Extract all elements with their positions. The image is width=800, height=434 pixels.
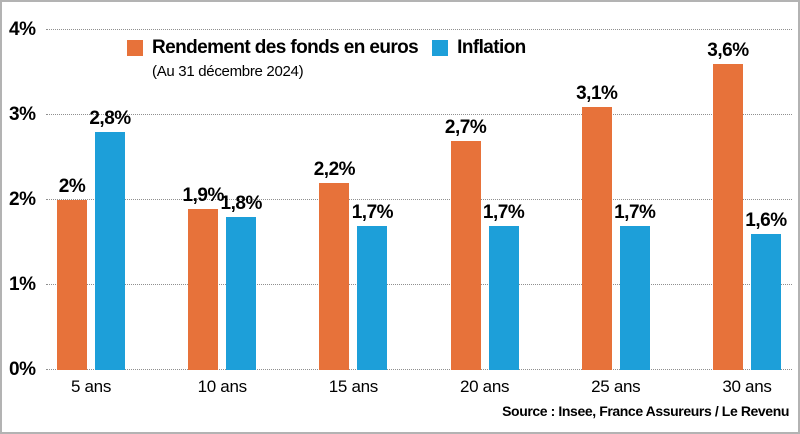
legend-label-rendement: Rendement des fonds en euros: [152, 37, 419, 58]
x-axis-label-5-ans: 5 ans: [70, 377, 112, 396]
bar-value-label: 1,8%: [220, 193, 263, 214]
bar-inflation-15-ans: [357, 225, 388, 370]
barwrap: 1,8%: [221, 193, 262, 370]
y-axis-label-4%: 4%: [9, 19, 36, 40]
bar-group-5-ans: 2% 2,8% 5 ans: [57, 108, 131, 396]
bar-value-label: 3,6%: [707, 40, 749, 61]
y-axis-label-1%: 1%: [9, 274, 36, 295]
bar-rendement-10-ans: [188, 208, 219, 370]
legend-item-rendement: Rendement des fonds en euros (Au 31 déce…: [127, 37, 419, 80]
x-axis-label-20-ans: 20 ans: [459, 377, 510, 396]
bar-group-25-ans: 3,1% 1,7% 25 ans: [576, 83, 656, 397]
inflation-swatch-icon: [432, 40, 449, 56]
x-axis-label-10-ans: 10 ans: [197, 377, 248, 396]
y-axis-label-0%: 0%: [9, 359, 36, 380]
bar-rendement-15-ans: [319, 183, 350, 370]
barwrap: 3,6%: [707, 40, 749, 370]
y-axis-label-3%: 3%: [9, 104, 36, 125]
source-credit: Source : Insee, France Assureurs / Le Re…: [502, 403, 789, 419]
barwrap: 3,1%: [576, 83, 618, 370]
legend-subtitle: (Au 31 décembre 2024): [152, 63, 304, 80]
bar-value-label: 1,9%: [182, 184, 225, 206]
gridline-3%: [46, 114, 792, 115]
bar-inflation-10-ans: [226, 217, 257, 370]
bar-value-label: 1,6%: [745, 210, 787, 231]
bar-rendement-25-ans: [581, 106, 612, 370]
bar-value-label: 1,7%: [482, 201, 525, 223]
gridline-1%: [46, 284, 792, 285]
bars-row: 2% 2,8% 5 ans 1,9% 1,8% 10 ans 2,2% 1,7% 15 ans 2…: [57, 40, 787, 397]
bar-rendement-5-ans: [57, 200, 87, 370]
bar-inflation-30-ans: [750, 234, 781, 370]
legend-item-inflation: Inflation: [432, 37, 526, 59]
barwrap: 1,7%: [483, 202, 525, 370]
barwrap: 2,7%: [445, 117, 487, 370]
bar-value-label: 2%: [58, 176, 86, 197]
bar-value-label: 1,7%: [351, 201, 394, 223]
barwrap: 1,9%: [183, 185, 224, 370]
bar-value-label: 2,8%: [89, 108, 131, 129]
bar-rendement-20-ans: [450, 140, 481, 370]
bar-inflation-20-ans: [488, 225, 519, 370]
rendement-swatch-icon: [127, 40, 143, 56]
barwrap: 2%: [57, 176, 87, 370]
barwrap: 2,2%: [314, 159, 356, 370]
gridline-0%: [46, 369, 792, 370]
bar-group-10-ans: 1,9% 1,8% 10 ans: [183, 185, 263, 397]
bar-inflation-5-ans: [95, 132, 125, 370]
x-axis-label-15-ans: 15 ans: [328, 377, 379, 396]
legend: Rendement des fonds en euros (Au 31 déce…: [127, 37, 526, 80]
x-axis-label-30-ans: 30 ans: [722, 377, 772, 396]
bar-rendement-30-ans: [712, 64, 743, 370]
barwrap: 2,8%: [89, 108, 131, 370]
gridline-2%: [46, 199, 792, 200]
bar-value-label: 2,2%: [313, 159, 356, 180]
bar-group-20-ans: 2,7% 1,7% 20 ans: [445, 117, 525, 397]
barwrap: 1,7%: [614, 202, 656, 370]
bar-value-label: 2,7%: [444, 116, 487, 138]
bar-inflation-25-ans: [619, 225, 650, 370]
bar-value-label: 3,1%: [576, 82, 618, 104]
y-axis-label-2%: 2%: [9, 189, 36, 210]
bar-group-30-ans: 3,6% 1,6% 30 ans: [707, 40, 787, 396]
barwrap: 1,6%: [745, 210, 787, 370]
legend-label-inflation: Inflation: [457, 37, 526, 58]
bar-group-15-ans: 2,2% 1,7% 15 ans: [314, 159, 394, 396]
barwrap: 1,7%: [352, 202, 394, 370]
x-axis-label-25-ans: 25 ans: [591, 377, 641, 396]
gridline-4%: [46, 29, 792, 30]
bar-value-label: 1,7%: [614, 201, 656, 223]
